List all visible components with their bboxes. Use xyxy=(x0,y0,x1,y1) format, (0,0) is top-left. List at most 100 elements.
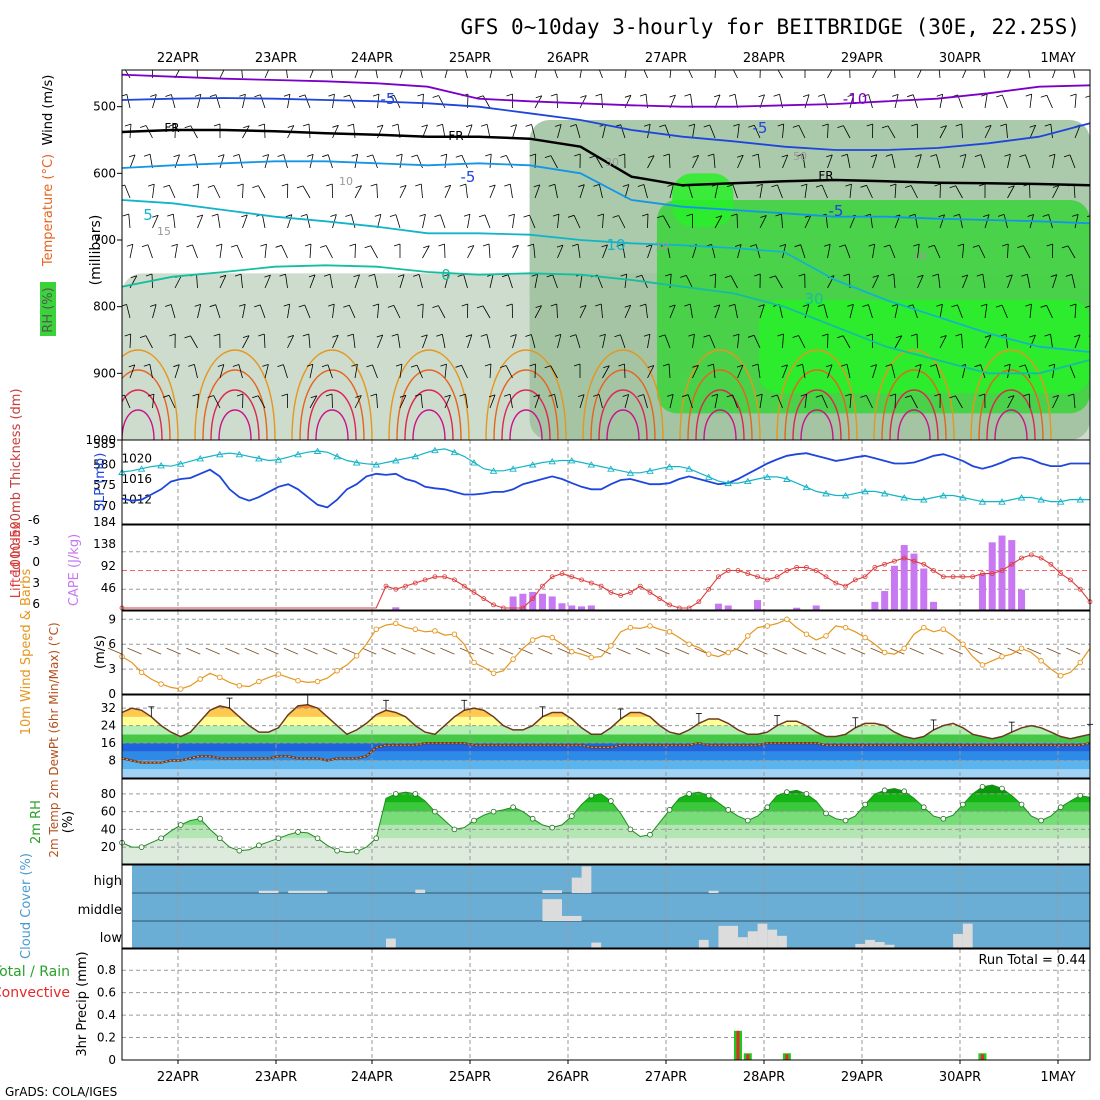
wind-barb-flag xyxy=(756,393,763,397)
mid-cloud-bar xyxy=(562,915,582,921)
wind-barb xyxy=(484,214,491,229)
wind-barb-flag xyxy=(914,364,922,367)
wind-barb xyxy=(1098,154,1100,168)
precip-tick: 0.2 xyxy=(97,1031,116,1045)
wind-barb xyxy=(1066,647,1081,655)
wind-barb xyxy=(669,394,674,409)
wind-barb xyxy=(145,335,153,349)
wind-barb-flag xyxy=(917,274,924,278)
wind-barb-flag xyxy=(500,365,507,368)
wind-barb xyxy=(692,365,699,379)
wind-barb-flag xyxy=(438,243,445,247)
li-marker xyxy=(921,561,927,567)
cloud-level-label: high xyxy=(94,874,122,889)
isotherm-label: 15 xyxy=(157,225,171,238)
wind-barb-flag xyxy=(414,393,422,397)
wind-barb xyxy=(552,274,558,289)
wind-barb xyxy=(872,364,877,379)
cape-tick: 46 xyxy=(101,581,116,595)
wind-barb xyxy=(354,185,362,199)
wind-barb-flag xyxy=(207,395,214,398)
wind-barb-flag xyxy=(580,95,587,98)
wind-barb xyxy=(264,70,269,79)
rh-marker xyxy=(236,847,243,854)
wind-barb xyxy=(669,70,672,79)
date-label: 23APR xyxy=(255,1070,297,1085)
cape-bar xyxy=(871,601,879,610)
wind-barb-flag xyxy=(597,213,604,217)
warm-contour xyxy=(218,409,252,440)
wind-barb xyxy=(827,364,833,379)
wind-barb-flag xyxy=(1072,213,1079,217)
run-total: Run Total = 0.44 xyxy=(978,953,1086,968)
precip-legend-total: Total / Rain xyxy=(0,964,70,980)
wind-barb-flag xyxy=(347,123,354,127)
wind-barb-flag xyxy=(459,183,466,187)
wind-barb-flag xyxy=(1065,273,1072,277)
wind-barb xyxy=(217,214,221,229)
wind-barb xyxy=(1093,215,1097,228)
wind-barb-flag xyxy=(535,305,542,309)
wind-barb-flag xyxy=(482,243,490,247)
wind-barb xyxy=(420,394,423,409)
wind-barb-flag xyxy=(1070,93,1077,97)
wind-barb xyxy=(939,125,947,139)
wind-barb xyxy=(602,334,606,349)
wind-barb-flag xyxy=(1025,93,1032,97)
wind-barb-flag xyxy=(1027,214,1034,217)
wind-barb xyxy=(962,70,967,79)
wind-barb-flag xyxy=(171,243,178,247)
wind-barb-flag xyxy=(347,333,354,337)
li-marker xyxy=(784,568,790,573)
wind-barb xyxy=(849,184,852,199)
warm-contour xyxy=(291,349,373,440)
bottom-date-labels: 22APR 23APR 24APR 25APR 26APR 27APR 28APR 29APR… xyxy=(157,1070,1076,1085)
wind-barb-flag xyxy=(688,123,695,127)
wind-barb-flag xyxy=(911,123,918,127)
rh-tick: 80 xyxy=(101,787,116,801)
wind-barb-flag xyxy=(275,244,282,248)
wind-barb-flag xyxy=(302,333,309,337)
wind-barb-flag xyxy=(436,333,443,337)
precip-conv-bar xyxy=(736,1030,740,1060)
wind-barb-flag xyxy=(324,64,330,66)
warm-contour xyxy=(582,349,664,440)
wind-barb-flag xyxy=(434,214,441,218)
wind-barb-flag xyxy=(885,364,892,367)
wind-speed-marker xyxy=(353,653,360,659)
wind-barb-flag xyxy=(1006,274,1013,278)
wind-barb xyxy=(827,123,829,139)
wind-speed-marker xyxy=(901,645,907,652)
wind-barb xyxy=(782,364,788,379)
wind-barb-flag xyxy=(847,94,854,97)
warm-contour xyxy=(122,369,171,440)
wind-barb-flag xyxy=(822,123,829,127)
wind-barb xyxy=(124,70,131,79)
wind-barb-flag xyxy=(169,333,176,337)
wind-barb-flag xyxy=(476,305,484,309)
rh-marker xyxy=(823,810,829,817)
wind-barb-flag xyxy=(467,245,474,248)
wind-barb xyxy=(1007,364,1011,379)
li-marker xyxy=(461,583,467,589)
wind-speed-marker xyxy=(1057,672,1064,679)
li-marker xyxy=(764,577,770,583)
wind-speed-marker xyxy=(705,651,712,657)
isotherm xyxy=(122,128,1090,187)
wind-barb-flag xyxy=(934,183,941,187)
thickness-marker xyxy=(959,494,967,501)
wind-barb xyxy=(939,304,943,319)
wind-barb-flag xyxy=(457,274,464,277)
wind-barb xyxy=(129,333,132,349)
wind-barb-flag xyxy=(306,363,314,367)
li-marker xyxy=(579,577,584,583)
wind-barb xyxy=(174,244,178,259)
wind-barb-flag xyxy=(321,364,329,368)
wind-barb-flag xyxy=(529,363,536,367)
thickness-marker xyxy=(431,446,439,454)
wind-barb xyxy=(219,364,225,379)
wind-barb-flag xyxy=(525,124,532,127)
wind-barb xyxy=(887,125,896,139)
wind-barb xyxy=(377,334,384,349)
